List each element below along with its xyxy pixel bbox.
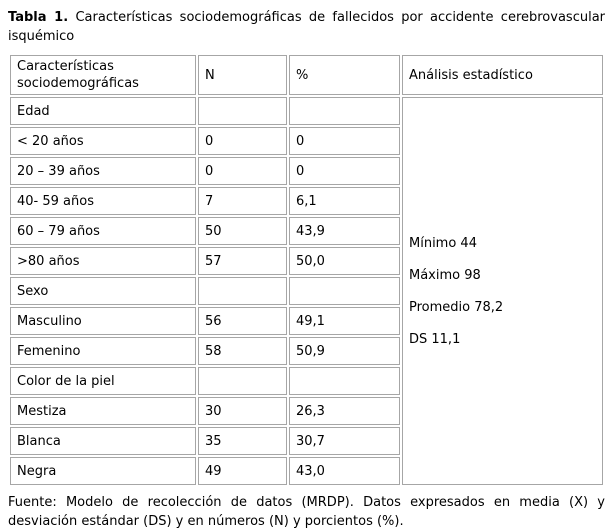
row-n: 50 (198, 217, 287, 245)
table-caption-text: Características sociodemográficas de fal… (8, 10, 606, 44)
analysis-merged-cell: Mínimo 44 Máximo 98 Promedio 78,2 DS 11,… (402, 97, 603, 485)
col-header-pct: % (289, 55, 400, 95)
row-pct: 6,1 (289, 187, 400, 215)
analysis-sd: DS 11,1 (409, 331, 461, 347)
col-header-n: N (198, 55, 287, 95)
table-row: Sexo (10, 277, 603, 305)
row-label: 20 – 39 años (10, 157, 196, 185)
row-n (198, 367, 287, 395)
table-row: Masculino 56 49,1 (10, 307, 603, 335)
table-row: < 20 años 0 0 (10, 127, 603, 155)
row-pct (289, 97, 400, 125)
analysis-max: Máximo 98 (409, 267, 481, 283)
analysis-mean: Promedio 78,2 (409, 299, 504, 315)
row-n: 57 (198, 247, 287, 275)
sociodemographic-table: Características sociodemográficas N % An… (8, 53, 605, 487)
row-pct: 43,9 (289, 217, 400, 245)
table-source-note: Fuente: Modelo de recolección de datos (… (8, 495, 605, 529)
table-row: 40- 59 años 7 6,1 (10, 187, 603, 215)
table-row: 60 – 79 años 50 43,9 (10, 217, 603, 245)
row-pct: 0 (289, 127, 400, 155)
table-row: Edad Mínimo 44 Máximo 98 Promedio 78,2 D… (10, 97, 603, 485)
row-n: 30 (198, 397, 287, 425)
row-n: 56 (198, 307, 287, 335)
row-n: 0 (198, 127, 287, 155)
col-header-characteristics: Características sociodemográficas (10, 55, 196, 95)
row-label: Masculino (10, 307, 196, 335)
header-row: Características sociodemográficas N % An… (10, 55, 603, 95)
row-label: Negra (10, 457, 196, 485)
table-caption: Tabla 1. Características sociodemográfic… (8, 8, 605, 46)
row-pct: 43,0 (289, 457, 400, 485)
row-label: Mestiza (10, 397, 196, 425)
row-label: >80 años (10, 247, 196, 275)
row-n: 7 (198, 187, 287, 215)
row-pct: 30,7 (289, 427, 400, 455)
row-n: 0 (198, 157, 287, 185)
row-label: Sexo (10, 277, 196, 305)
table-row: 20 – 39 años 0 0 (10, 157, 603, 185)
row-label: 60 – 79 años (10, 217, 196, 245)
row-pct: 50,0 (289, 247, 400, 275)
col-header-analysis: Análisis estadístico (402, 55, 603, 95)
row-n (198, 97, 287, 125)
row-pct: 0 (289, 157, 400, 185)
row-n (198, 277, 287, 305)
row-label: Color de la piel (10, 367, 196, 395)
table-row: Femenino 58 50,9 (10, 337, 603, 365)
row-label: Edad (10, 97, 196, 125)
row-pct (289, 277, 400, 305)
row-label: Blanca (10, 427, 196, 455)
table-caption-label: Tabla 1. (8, 10, 69, 25)
table-row: Color de la piel (10, 367, 603, 395)
row-pct: 50,9 (289, 337, 400, 365)
table-row: Blanca 35 30,7 (10, 427, 603, 455)
analysis-min: Mínimo 44 (409, 235, 477, 251)
row-pct: 26,3 (289, 397, 400, 425)
row-n: 35 (198, 427, 287, 455)
row-label: Femenino (10, 337, 196, 365)
table-row: Mestiza 30 26,3 (10, 397, 603, 425)
row-label: 40- 59 años (10, 187, 196, 215)
row-label: < 20 años (10, 127, 196, 155)
row-pct (289, 367, 400, 395)
row-n: 49 (198, 457, 287, 485)
row-n: 58 (198, 337, 287, 365)
table-row: >80 años 57 50,0 (10, 247, 603, 275)
row-pct: 49,1 (289, 307, 400, 335)
